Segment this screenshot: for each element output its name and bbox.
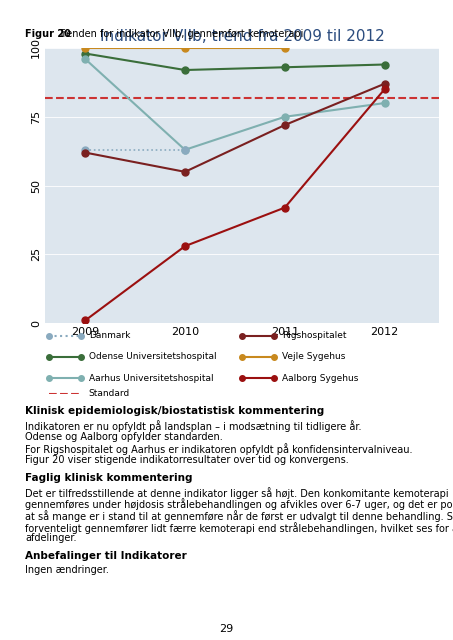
Text: Figur 20: Figur 20 bbox=[25, 29, 71, 39]
Text: Aarhus Universitetshospital: Aarhus Universitetshospital bbox=[89, 374, 213, 383]
Text: Odense Universitetshospital: Odense Universitetshospital bbox=[89, 353, 216, 362]
Text: Klinisk epidemiologisk/biostatistisk kommentering: Klinisk epidemiologisk/biostatistisk kom… bbox=[25, 406, 324, 417]
Text: Anbefalinger til Indikatorer: Anbefalinger til Indikatorer bbox=[25, 551, 187, 561]
Text: Det er tilfredsstillende at denne indikator ligger så højt. Den konkomitante kem: Det er tilfredsstillende at denne indika… bbox=[25, 487, 448, 499]
Text: at så mange er i stand til at gennemføre når de først er udvalgt til denne behan: at så mange er i stand til at gennemføre… bbox=[25, 510, 453, 522]
Text: Figur 20 viser stigende indikatorresultater over tid og konvergens.: Figur 20 viser stigende indikatorresulta… bbox=[25, 455, 349, 465]
Text: Ingen ændringer.: Ingen ændringer. bbox=[25, 565, 109, 575]
Text: Trenden for indikator VIIb, gennemført kemoterapi: Trenden for indikator VIIb, gennemført k… bbox=[58, 29, 304, 39]
Text: Indikatoren er nu opfyldt på landsplan – i modsætning til tidligere år.: Indikatoren er nu opfyldt på landsplan –… bbox=[25, 420, 361, 433]
Text: Aalborg Sygehus: Aalborg Sygehus bbox=[282, 374, 358, 383]
Text: gennemføres under højdosis strålebehandlingen og afvikles over 6-7 uger, og det : gennemføres under højdosis strålebehandl… bbox=[25, 499, 453, 511]
Text: Standard: Standard bbox=[89, 389, 130, 398]
Text: For Rigshospitalet og Aarhus er indikatoren opfyldt på konfidensintervalniveau.: For Rigshospitalet og Aarhus er indikato… bbox=[25, 444, 412, 456]
Text: 29: 29 bbox=[219, 623, 234, 634]
Text: Odense og Aalborg opfylder standarden.: Odense og Aalborg opfylder standarden. bbox=[25, 432, 223, 442]
Text: Vejle Sygehus: Vejle Sygehus bbox=[282, 353, 345, 362]
Text: forventeligt gennemfører lidt færre kemoterapi end strålebehandlingen, hvilket s: forventeligt gennemfører lidt færre kemo… bbox=[25, 522, 453, 534]
Text: Danmark: Danmark bbox=[89, 332, 130, 340]
Text: Faglig klinisk kommentering: Faglig klinisk kommentering bbox=[25, 473, 193, 483]
Text: Rigshospitalet: Rigshospitalet bbox=[282, 332, 346, 340]
Text: afdelinger.: afdelinger. bbox=[25, 533, 77, 543]
Title: Indikator VIIb, trend fra 2009 til 2012: Indikator VIIb, trend fra 2009 til 2012 bbox=[100, 29, 385, 44]
